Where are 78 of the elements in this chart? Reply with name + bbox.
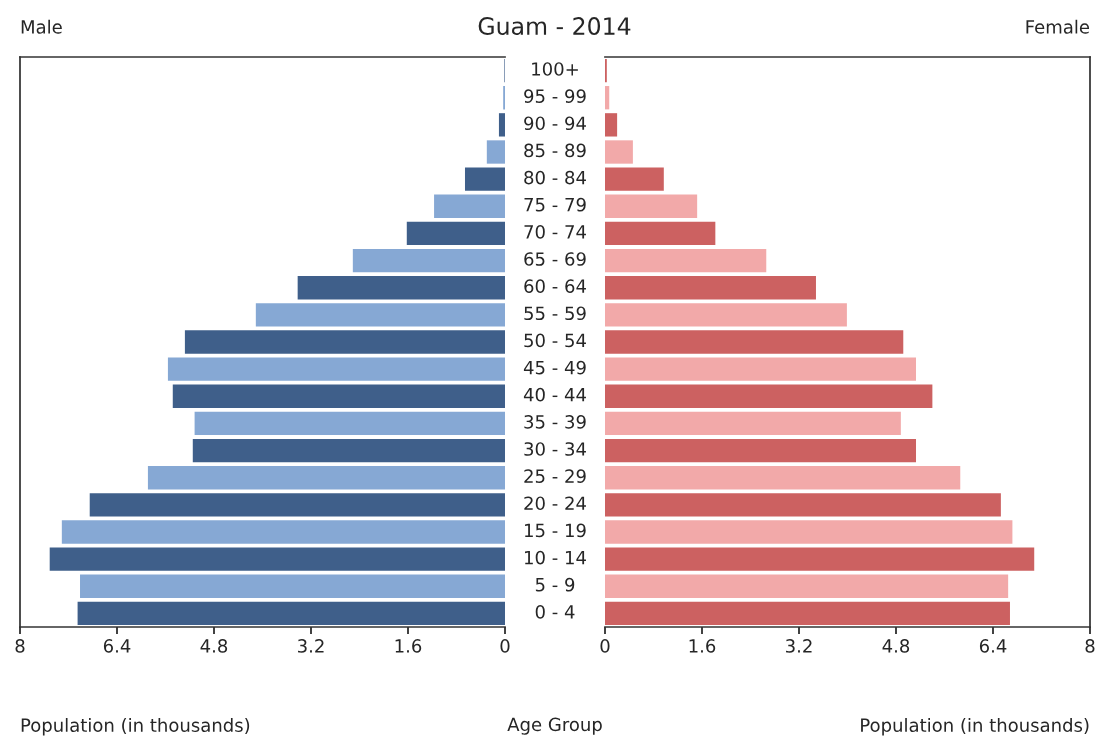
bar xyxy=(61,520,505,544)
bar xyxy=(605,221,716,246)
bar xyxy=(605,438,917,463)
x-tick-label: 1.6 xyxy=(689,639,716,653)
y-tick-label: 60 - 64 xyxy=(524,279,586,293)
x-tick-label: 4.8 xyxy=(200,639,228,653)
y-tick-label: 100+ xyxy=(532,62,578,76)
bar xyxy=(77,601,505,626)
bar xyxy=(605,384,933,408)
x-tick-label: 3.2 xyxy=(786,639,812,653)
bar xyxy=(605,547,1035,571)
x-tick-label: 6.4 xyxy=(103,639,131,653)
y-tick-label: 30 - 34 xyxy=(524,442,586,456)
bar xyxy=(192,438,505,463)
y-tick-label: 35 - 39 xyxy=(524,415,586,429)
x-tick-label: 0 xyxy=(600,639,610,653)
y-tick-label: 70 - 74 xyxy=(524,225,586,239)
y-tick-label: 90 - 94 xyxy=(524,116,586,131)
x-tick-label: 8 xyxy=(15,639,25,653)
bar xyxy=(80,574,505,598)
bar xyxy=(605,601,1010,626)
bar xyxy=(194,411,505,436)
y-tick-label: 20 - 24 xyxy=(524,496,586,511)
x-axis-title: Population (in thousands) xyxy=(861,718,1089,736)
y-tick-label: 65 - 69 xyxy=(524,252,586,266)
y-tick-label: 75 - 79 xyxy=(524,197,586,212)
bar xyxy=(498,113,505,137)
y-tick-label: 55 - 59 xyxy=(524,306,586,321)
bar xyxy=(297,276,505,300)
bar xyxy=(605,411,901,436)
bar xyxy=(605,303,847,327)
y-tick-label: 80 - 84 xyxy=(524,170,586,185)
bar xyxy=(605,276,816,300)
bar xyxy=(172,384,505,408)
bar xyxy=(605,466,961,490)
y-tick-label: 85 - 89 xyxy=(524,143,586,158)
x-axis-title: Population (in thousands) xyxy=(21,718,250,736)
bar xyxy=(464,167,505,191)
bar xyxy=(605,493,1001,517)
x-tick-label: 4.8 xyxy=(882,639,910,653)
y-tick-label: 10 - 14 xyxy=(525,550,586,565)
bar xyxy=(184,330,505,354)
y-tick-label: 45 - 49 xyxy=(523,360,586,375)
text: Male xyxy=(21,19,62,34)
bar xyxy=(49,547,505,571)
bar xyxy=(167,357,505,381)
x-tick-label: 6.4 xyxy=(979,639,1007,653)
bar xyxy=(486,140,505,164)
y-tick-label: 95 - 99 xyxy=(524,89,586,103)
bar xyxy=(434,194,505,218)
x-tick-label: 3.2 xyxy=(298,639,324,653)
text: Guam - 2014 xyxy=(478,17,631,35)
x-tick-label: 0 xyxy=(500,639,510,653)
y-axis-title: Age Group xyxy=(507,717,602,735)
bar xyxy=(605,574,1009,598)
y-tick-label: 50 - 54 xyxy=(524,333,586,348)
bar xyxy=(605,194,698,218)
y-tick-label: 40 - 44 xyxy=(523,387,586,402)
y-tick-label: 15 - 19 xyxy=(525,523,586,538)
bar xyxy=(605,113,618,137)
bar xyxy=(605,167,664,191)
bar xyxy=(406,221,505,246)
bar xyxy=(605,520,1013,544)
bar xyxy=(605,140,633,164)
bar xyxy=(352,248,505,273)
y-tick-label: 25 - 29 xyxy=(524,469,586,483)
x-tick-label: 8 xyxy=(1085,639,1095,653)
bar xyxy=(605,248,767,273)
bar xyxy=(89,493,505,517)
y-tick-label: 5 - 9 xyxy=(535,577,575,592)
y-tick-label: 0 - 4 xyxy=(535,605,575,619)
bar xyxy=(605,330,904,354)
bar xyxy=(147,466,505,490)
x-tick-label: 1.6 xyxy=(395,639,422,653)
bar xyxy=(605,357,917,381)
text: Female xyxy=(1026,19,1090,34)
bar xyxy=(605,86,610,110)
bar xyxy=(255,303,505,327)
